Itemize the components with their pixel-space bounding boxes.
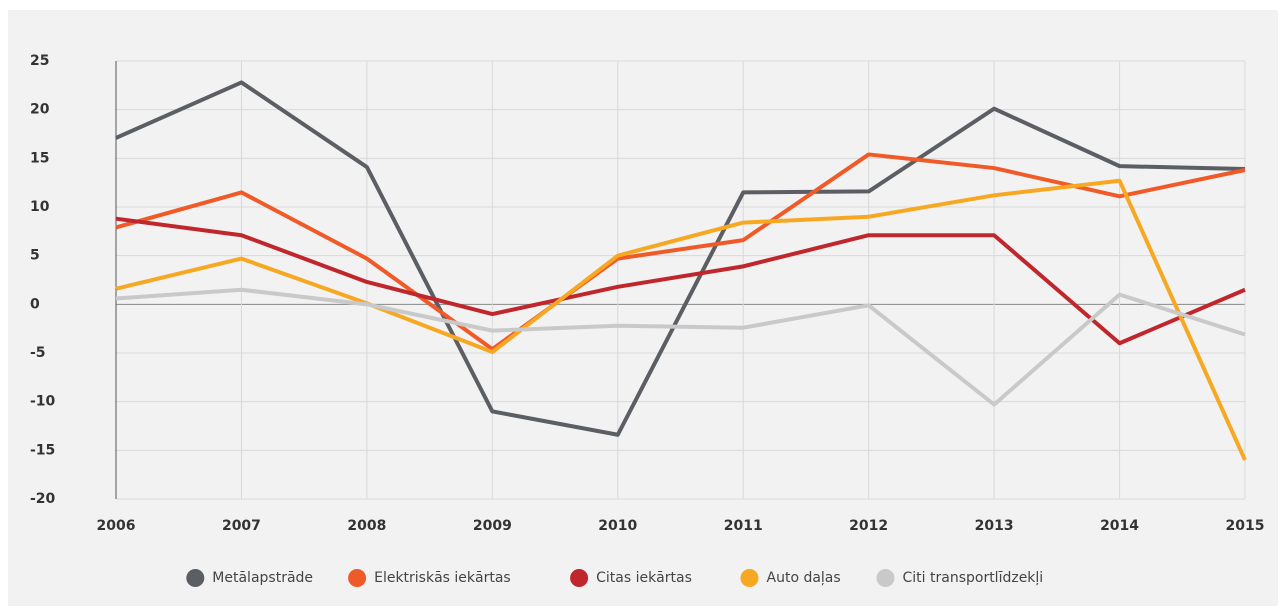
series-line	[115, 287, 1246, 407]
x-tick-label: 2007	[222, 518, 261, 534]
y-tick-label: 25	[30, 53, 49, 69]
series-line	[115, 152, 1246, 352]
legend-marker	[570, 569, 589, 587]
legend-marker	[740, 569, 759, 587]
y-tick-label: 15	[30, 150, 49, 166]
x-tick-label: 2011	[724, 518, 763, 534]
y-tick-label: 10	[30, 199, 50, 215]
series-line	[115, 216, 1246, 346]
x-tick-label: 2013	[975, 518, 1014, 534]
y-tick-label: -5	[30, 345, 46, 361]
legend-label: Citas iekārtas	[596, 570, 692, 586]
y-tick-label: 20	[30, 102, 50, 118]
y-tick-label: -15	[30, 442, 55, 458]
series-line	[115, 80, 1246, 437]
x-tick-label: 2010	[598, 518, 637, 534]
x-tick-label: 2009	[473, 518, 512, 534]
legend-label: Auto daļas	[767, 570, 841, 586]
legend-label: Citi transportlīdzekļi	[903, 570, 1044, 586]
legend-marker	[186, 569, 205, 587]
x-tick-label: 2008	[347, 518, 386, 534]
y-tick-label: 0	[30, 296, 40, 312]
series-line	[115, 178, 1247, 461]
legend-marker	[348, 569, 367, 587]
y-tick-label: 5	[30, 248, 40, 264]
y-tick-label: -20	[30, 491, 56, 507]
x-tick-label: 2015	[1226, 518, 1265, 534]
legend-marker	[876, 569, 895, 587]
x-tick-label: 2012	[849, 518, 888, 534]
legend-label: Metālapstrāde	[212, 570, 313, 586]
y-tick-label: -10	[30, 394, 56, 410]
legend-label: Elektriskās iekārtas	[374, 570, 511, 586]
x-tick-label: 2014	[1100, 518, 1139, 534]
x-tick-label: 2006	[97, 518, 136, 534]
